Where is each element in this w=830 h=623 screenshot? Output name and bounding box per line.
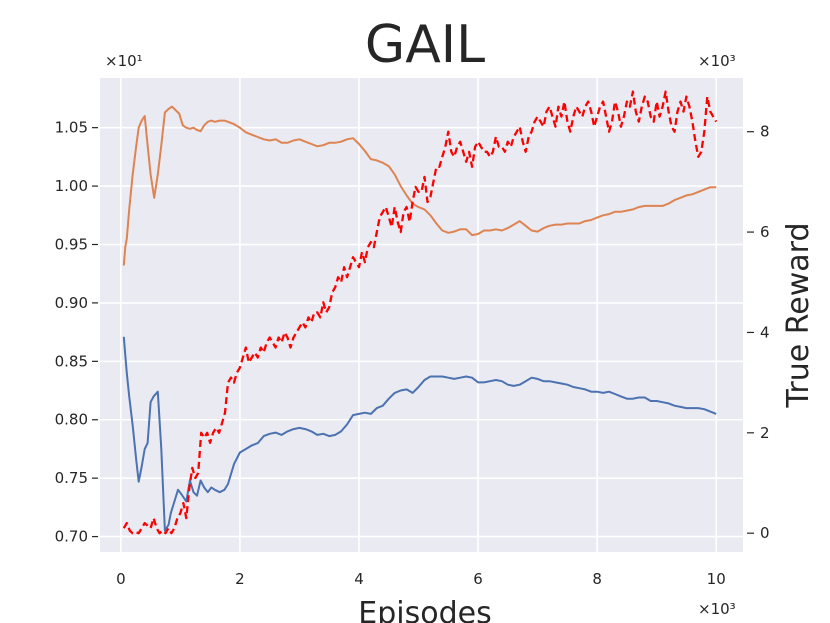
- series-layer: [122, 90, 718, 535]
- y-right-tick-label: 2: [760, 424, 770, 442]
- chart-title: GAIL: [365, 15, 485, 75]
- y-left-tick-label: 0.70: [55, 528, 88, 546]
- y-left-tick-label: 0.85: [55, 352, 88, 370]
- x-tick-label: 8: [592, 570, 602, 588]
- y-left-tick-label: 0.80: [55, 411, 88, 429]
- x-axis-label: Episodes: [358, 596, 491, 623]
- y-right-axis-label: True Reward: [781, 223, 816, 409]
- x-tick-label: 10: [707, 570, 726, 588]
- y-right-tick-label: 6: [760, 223, 770, 241]
- series-line-2: [122, 105, 717, 266]
- y-left-tick-labels: 0.70 0.75 0.80 0.85 0.90 0.95 1.00 1.05: [55, 119, 98, 546]
- y-right-tick-label: 4: [760, 323, 770, 341]
- x-multiplier: ×10³: [698, 600, 736, 618]
- y-left-tick-label: 1.05: [55, 119, 88, 137]
- x-tick-labels: 0 2 4 6 8 10: [116, 570, 726, 588]
- x-tick-label: 2: [235, 570, 245, 588]
- y-right-tick-label: 8: [760, 123, 770, 141]
- y-right-tick-label: 0: [760, 524, 770, 542]
- y-left-tick-label: 0.95: [55, 235, 88, 253]
- x-tick-label: 0: [116, 570, 126, 588]
- y-left-tick-label: 1.00: [55, 177, 88, 195]
- y-left-tick-label: 0.90: [55, 294, 88, 312]
- x-tick-label: 4: [354, 570, 364, 588]
- x-tick-label: 6: [473, 570, 483, 588]
- plot-area-background: [100, 78, 743, 552]
- series-line-1: [122, 336, 717, 532]
- series-line-3: [122, 90, 718, 535]
- y-right-tick-labels: 0 2 4 6 8: [747, 123, 770, 542]
- y-left-tick-label: 0.75: [55, 469, 88, 487]
- y-right-multiplier: ×10³: [698, 52, 736, 70]
- y-left-multiplier: ×10¹: [105, 52, 143, 70]
